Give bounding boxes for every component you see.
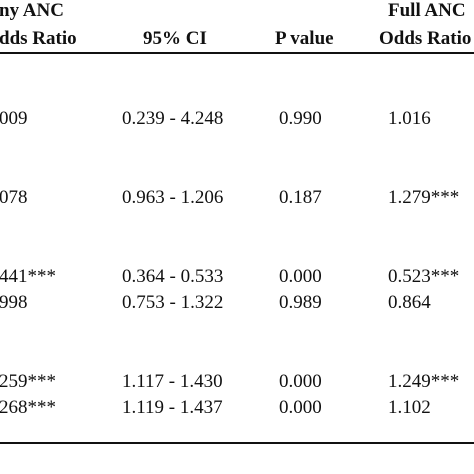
row-3-full-odds-ratio: 0.523*** [388, 266, 460, 287]
group-header-any-anc: ny ANC [0, 0, 64, 21]
row-4-odds-ratio: 998 [0, 292, 28, 313]
row-2-p-value: 0.187 [279, 187, 322, 208]
row-6-ci: 1.119 - 1.437 [122, 397, 223, 418]
row-3-p-value: 0.000 [279, 266, 322, 287]
row-1-ci: 0.239 - 4.248 [122, 108, 224, 129]
row-6-full-odds-ratio: 1.102 [388, 397, 431, 418]
header-odds-ratio: dds Ratio [0, 28, 77, 49]
row-2-odds-ratio: 078 [0, 187, 28, 208]
row-1-full-odds-ratio: 1.016 [388, 108, 431, 129]
bottom-rule [0, 442, 474, 444]
row-1-p-value: 0.990 [279, 108, 322, 129]
row-6-p-value: 0.000 [279, 397, 322, 418]
row-5-ci: 1.117 - 1.430 [122, 371, 223, 392]
row-3-odds-ratio: 441*** [0, 266, 56, 287]
row-5-odds-ratio: 259*** [0, 371, 56, 392]
row-6-odds-ratio: 268*** [0, 397, 56, 418]
row-5-full-odds-ratio: 1.249*** [388, 371, 460, 392]
row-3-ci: 0.364 - 0.533 [122, 266, 224, 287]
row-4-ci: 0.753 - 1.322 [122, 292, 224, 313]
row-1-odds-ratio: 009 [0, 108, 28, 129]
header-rule [0, 52, 474, 54]
row-4-full-odds-ratio: 0.864 [388, 292, 431, 313]
row-5-p-value: 0.000 [279, 371, 322, 392]
row-2-ci: 0.963 - 1.206 [122, 187, 224, 208]
group-header-full-anc: Full ANC [388, 0, 466, 21]
row-2-full-odds-ratio: 1.279*** [388, 187, 460, 208]
header-full-odds-ratio: Odds Ratio [379, 28, 472, 49]
header-95-ci: 95% CI [143, 28, 207, 49]
row-4-p-value: 0.989 [279, 292, 322, 313]
header-p-value: P value [275, 28, 334, 49]
